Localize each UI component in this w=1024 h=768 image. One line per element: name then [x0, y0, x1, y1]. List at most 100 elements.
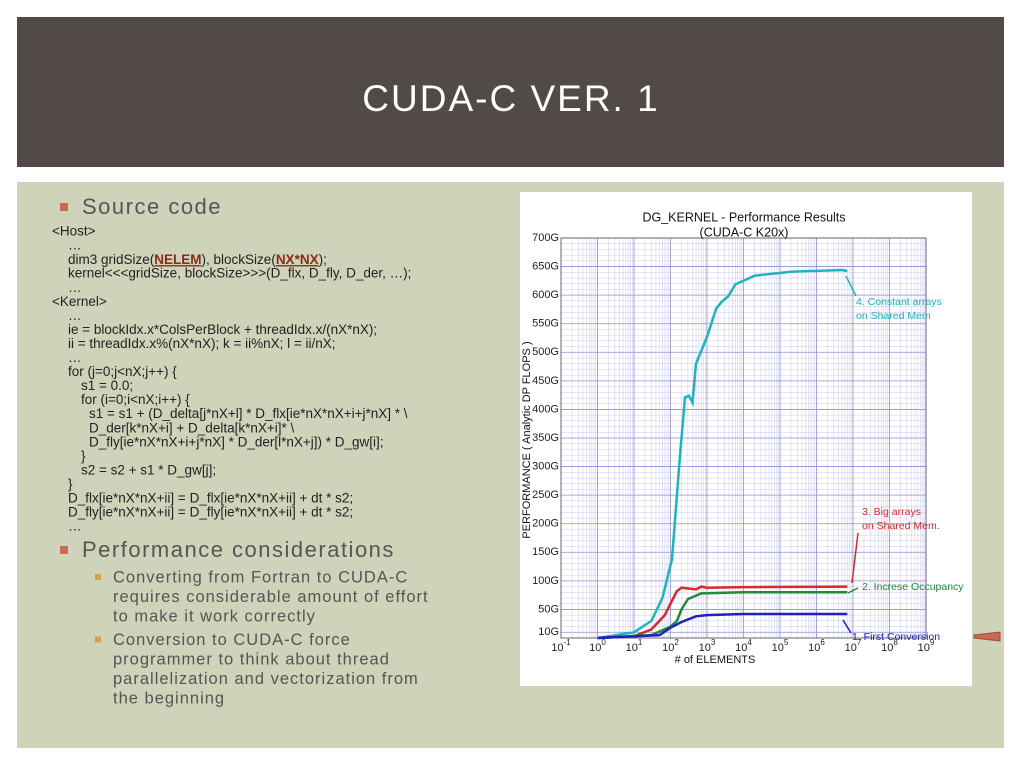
- series-label: on Shared Mem: [856, 310, 931, 322]
- pointer-arrow: [973, 631, 1001, 642]
- x-tick-base: 10: [699, 642, 711, 654]
- annotation-arrow: [851, 532, 859, 584]
- code-segment: );: [319, 252, 327, 267]
- code-line: …: [68, 280, 82, 295]
- y-axis-label: PERFORMANCE ( Analytic DP FLOPS ): [521, 341, 533, 538]
- slide-title: CUDA-C VER. 1: [362, 78, 659, 119]
- code-line: …: [68, 519, 82, 534]
- code-line: D_der[k*nX+i] + D_delta[k*nX+i]* \: [89, 420, 294, 435]
- code-line: ii = threadIdx.x%(nX*nX); k = ii%nX; l =…: [68, 336, 336, 351]
- x-tick-base: 10: [808, 642, 820, 654]
- code-line: D_flx[ie*nX*nX+ii] = D_flx[ie*nX*nX+ii] …: [68, 491, 353, 506]
- annotation-arrow: [842, 619, 852, 634]
- plot-frame: [560, 237, 927, 639]
- y-tick-label: 350G: [532, 432, 559, 444]
- code-line: }: [81, 448, 86, 463]
- bullet: [60, 546, 68, 554]
- x-tick-exponent: 4: [747, 638, 752, 647]
- chart-title: (CUDA-C K20x): [700, 225, 789, 239]
- code-line: …: [68, 308, 82, 323]
- x-tick-label: 106: [808, 638, 825, 654]
- x-tick-exponent: -1: [564, 638, 572, 647]
- y-tick-label: 200G: [532, 518, 559, 530]
- series-line: [597, 591, 848, 640]
- x-tick-label: 103: [699, 638, 716, 654]
- series-line: [597, 268, 848, 640]
- y-tick-label: 150G: [532, 546, 559, 558]
- chart-title: DG_KERNEL - Performance Results: [642, 210, 845, 224]
- x-tick-base: 10: [772, 642, 784, 654]
- y-tick-label: 650G: [532, 260, 559, 272]
- x-tick-label: 109: [918, 638, 935, 654]
- sub-bullet-text: programmer to think about thread: [113, 650, 390, 668]
- x-tick-exponent: 7: [857, 638, 862, 647]
- annotation-arrow: [847, 587, 859, 594]
- y-tick-label: 100G: [532, 575, 559, 587]
- y-tick-label: 300G: [532, 460, 559, 472]
- series-label: 3. Big arrays: [862, 506, 921, 518]
- y-tick-label: 250G: [532, 489, 559, 501]
- x-tick-label: 108: [881, 638, 898, 654]
- annotation-arrow: [845, 275, 857, 297]
- series-line: [597, 585, 848, 640]
- x-tick-base: 10: [551, 642, 563, 654]
- x-tick-label: 101: [626, 638, 643, 654]
- x-tick-exponent: 3: [711, 638, 716, 647]
- code-segment: dim3 gridSize(: [68, 252, 155, 267]
- x-tick-label: 107: [845, 638, 862, 654]
- code-line: for (i=0;i<nX;i++) {: [81, 392, 190, 407]
- code-line: <Kernel>: [52, 294, 107, 309]
- x-tick-exponent: 6: [820, 638, 825, 647]
- x-tick-base: 10: [881, 642, 893, 654]
- y-tick-label: 550G: [532, 318, 559, 330]
- code-line: s2 = s2 + s1 * D_gw[j];: [81, 462, 216, 477]
- x-tick-exponent: 8: [893, 638, 898, 647]
- code-line: dim3 gridSize(NELEM), blockSize(NX*NX);: [68, 252, 327, 267]
- series-label: 2. Increse Occupancy: [862, 581, 964, 593]
- code-line: s1 = 0.0;: [81, 378, 133, 393]
- header-bar: [17, 17, 1004, 167]
- code-line: <Host>: [52, 224, 96, 239]
- x-tick-base: 10: [735, 642, 747, 654]
- y-tick-label: 450G: [532, 375, 559, 387]
- code-line: }: [68, 476, 73, 491]
- x-tick-label: 100: [589, 638, 606, 654]
- y-tick-label: 10G: [538, 626, 559, 638]
- sub-bullet-text: the beginning: [113, 689, 225, 707]
- x-tick-base: 10: [589, 642, 601, 654]
- x-tick-exponent: 5: [784, 638, 789, 647]
- x-tick-label: 102: [662, 638, 679, 654]
- series-label: 1. First Conversion: [852, 631, 940, 643]
- sub-bullet-text: Conversion to CUDA-C force: [113, 631, 351, 649]
- code-line: for (j=0;j<nX;j++) {: [68, 364, 177, 379]
- sub-bullet-text: requires considerable amount of effort: [113, 588, 429, 606]
- y-tick-label: 600G: [532, 289, 559, 301]
- series-label: on Shared Mem.: [862, 520, 940, 532]
- y-tick-label: 700G: [532, 232, 559, 244]
- x-tick-base: 10: [662, 642, 674, 654]
- code-line: ie = blockIdx.x*ColsPerBlock + threadIdx…: [68, 322, 377, 337]
- sub-bullet: [95, 574, 101, 580]
- chart-panel: [520, 192, 972, 686]
- bullet: [60, 203, 68, 211]
- bullet-heading: Source code: [82, 194, 222, 219]
- code-line: D_fly[ie*nX*nX+i+j*nX] * D_der[l*nX+j]) …: [89, 434, 384, 449]
- sub-bullet: [95, 636, 101, 643]
- code-line: s1 = s1 + (D_delta[j*nX+l] * D_flx[ie*nX…: [89, 406, 408, 421]
- code-line: D_fly[ie*nX*nX+ii] = D_fly[ie*nX*nX+ii] …: [68, 505, 353, 520]
- x-tick-exponent: 9: [930, 638, 935, 647]
- x-tick-base: 10: [626, 642, 638, 654]
- code-line: kernel<<<gridSize, blockSize>>>(D_flx, D…: [68, 266, 411, 281]
- bullet-heading: Performance considerations: [82, 537, 395, 562]
- sub-bullet-text: parallelization and vectorization from: [113, 670, 419, 688]
- sub-bullet-text: Converting from Fortran to CUDA-C: [113, 568, 408, 586]
- code-segment: ), blockSize(: [202, 252, 277, 267]
- x-tick-label: 104: [735, 638, 752, 654]
- x-tick-base: 10: [845, 642, 857, 654]
- y-tick-label: 400G: [532, 403, 559, 415]
- y-tick-label: 500G: [532, 346, 559, 358]
- code-line: …: [68, 350, 82, 365]
- sub-bullet-text: to make it work correctly: [113, 607, 316, 625]
